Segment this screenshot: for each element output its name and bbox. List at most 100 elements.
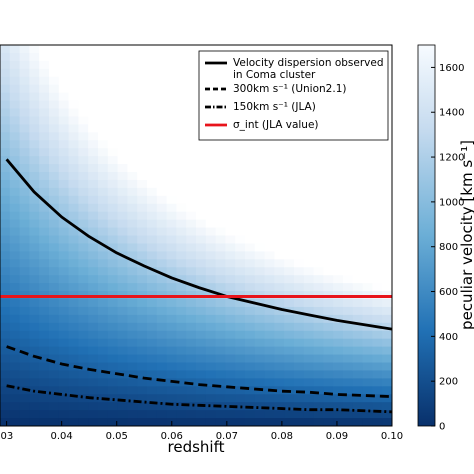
heat-cell (137, 92, 148, 102)
heat-cell (343, 314, 354, 324)
heat-cell (313, 378, 324, 387)
heat-cell (19, 100, 30, 110)
heat-cell (78, 164, 89, 173)
heat-cell (107, 179, 119, 189)
heat-cell (29, 243, 40, 252)
heat-cell (78, 418, 89, 426)
heat-cell (166, 84, 177, 94)
heat-cell (9, 275, 21, 284)
heat-cell (186, 68, 197, 78)
heat-cell (382, 386, 392, 395)
heat-cell (343, 259, 354, 268)
heat-cell (313, 346, 324, 356)
heat-cell (215, 275, 226, 284)
heat-cell (225, 299, 236, 308)
heat-cell (147, 410, 158, 419)
heat-cell (78, 370, 89, 379)
heat-cell (107, 60, 119, 70)
heat-cell (313, 370, 324, 379)
heat-cell (49, 338, 60, 348)
heat-cell (0, 219, 11, 229)
heat-cell (137, 338, 148, 348)
heat-cell (264, 140, 275, 149)
heat-cell (9, 211, 21, 221)
heat-cell (0, 179, 11, 189)
heat-cell (49, 148, 60, 157)
heat-cell (254, 314, 266, 324)
heat-cell (49, 235, 60, 245)
heat-cell (117, 140, 128, 149)
heat-cell (39, 283, 50, 292)
heat-cell (205, 362, 217, 372)
heat-cell (294, 378, 305, 387)
heat-cell (88, 267, 99, 276)
heat-cell (294, 251, 305, 260)
heat-cell (294, 314, 305, 324)
heat-cell (205, 370, 217, 379)
heat-cell (303, 322, 315, 332)
heat-cell (9, 148, 21, 157)
heat-cell (68, 45, 79, 54)
heat-cell (107, 124, 119, 133)
heat-cell (107, 84, 119, 94)
heat-cell (294, 346, 305, 356)
heat-cell (264, 378, 275, 387)
heat-cell (245, 370, 256, 379)
heat-cell (49, 187, 60, 197)
heat-cell (186, 179, 197, 189)
heat-cell (58, 243, 70, 252)
heat-cell (186, 172, 197, 181)
heat-cell (9, 203, 21, 213)
heat-cell (107, 322, 119, 332)
heat-cell (0, 116, 11, 125)
heat-cell (9, 418, 21, 426)
heat-cell (215, 203, 226, 213)
heat-cell (362, 267, 373, 276)
heat-cell (9, 283, 21, 292)
heat-cell (274, 187, 285, 197)
heat-cell (186, 259, 197, 268)
heat-cell (303, 179, 315, 189)
heat-cell (166, 52, 177, 62)
heat-cell (137, 172, 148, 181)
heat-cell (9, 219, 21, 229)
heat-cell (186, 418, 197, 426)
heat-cell (362, 211, 373, 221)
heat-cell (196, 179, 207, 189)
heat-cell (215, 378, 226, 387)
heat-cell (19, 203, 30, 213)
heat-cell (254, 203, 266, 213)
heat-cell (264, 251, 275, 260)
heat-cell (186, 243, 197, 252)
heat-cell (372, 330, 383, 340)
heat-cell (117, 394, 128, 403)
heat-cell (166, 211, 177, 221)
heat-cell (284, 378, 295, 387)
heat-cell (382, 227, 392, 237)
heat-cell (362, 394, 373, 403)
heat-cell (186, 394, 197, 403)
heat-cell (176, 306, 187, 316)
heat-cell (284, 45, 295, 54)
heat-cell (107, 283, 119, 292)
heat-cell (19, 338, 30, 348)
heat-cell (19, 251, 30, 260)
heat-cell (215, 306, 226, 316)
heat-cell (205, 267, 217, 276)
heat-cell (9, 378, 21, 387)
heat-cell (147, 52, 158, 62)
heat-cell (127, 68, 138, 78)
heat-cell (0, 76, 11, 86)
heat-cell (205, 314, 217, 324)
heat-cell (313, 243, 324, 252)
heat-cell (205, 219, 217, 229)
heat-cell (68, 92, 79, 102)
heat-cell (156, 322, 168, 332)
heat-cell (137, 116, 148, 125)
heat-cell (352, 219, 364, 229)
heat-cell (333, 299, 344, 308)
heat-cell (98, 322, 109, 332)
heat-cell (88, 156, 99, 165)
heat-cell (294, 259, 305, 268)
heat-cell (19, 243, 30, 252)
